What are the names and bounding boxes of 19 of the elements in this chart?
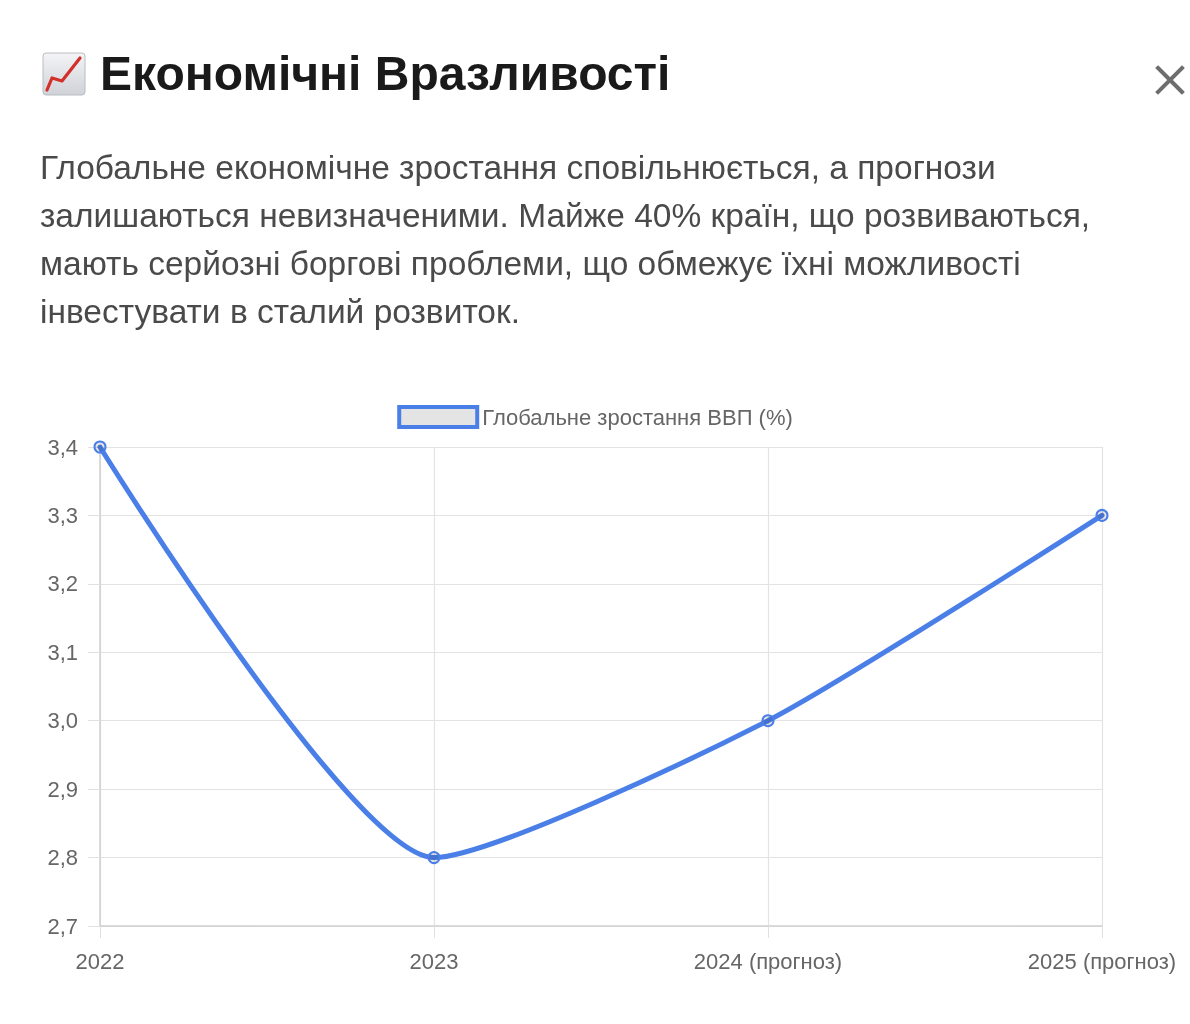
chart-title: Економічні Вразливості xyxy=(100,46,671,102)
x-tick-label: 2022 xyxy=(75,948,125,974)
y-tick-label: 2,8 xyxy=(47,845,78,871)
legend-label: Глобальне зростання ВВП (%) xyxy=(482,404,793,430)
y-tick-label: 2,9 xyxy=(47,776,78,802)
y-tick-label: 2,7 xyxy=(47,913,78,939)
y-tick-label: 3,2 xyxy=(47,571,78,597)
y-tick-label: 3,1 xyxy=(47,639,78,665)
x-tick-label: 2025 (прогноз) xyxy=(1027,948,1177,974)
x-tick-label: 2023 xyxy=(409,948,459,974)
x-tick-label: 2024 (прогноз) xyxy=(693,948,843,974)
point xyxy=(1095,508,1109,522)
y-tick-label: 3,3 xyxy=(47,502,78,528)
point xyxy=(761,714,775,728)
y-tick-label: 3,0 xyxy=(47,708,78,734)
chart-subtitle: Глобальне економічне зростання сповільнюється, а прогнози залишаються невизначеними. Майже 40% країн, що розвиваються, мають серйозні боргові проблеми, що обмежує їхні можливості інвестувати в сталий розвиток. xyxy=(40,148,1092,332)
point xyxy=(427,851,441,865)
y-tick-label: 3,4 xyxy=(47,434,78,460)
point xyxy=(93,440,107,454)
